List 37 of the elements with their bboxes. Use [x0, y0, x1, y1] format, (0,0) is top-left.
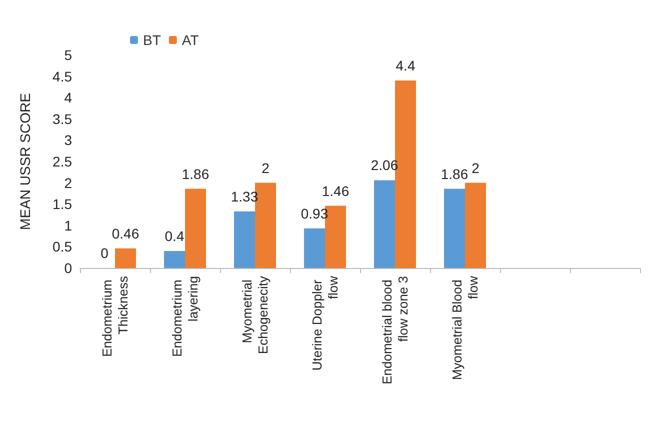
data-label: 0.4	[164, 228, 184, 244]
bar	[374, 180, 395, 268]
bar	[234, 211, 255, 268]
y-tick-label: 1	[64, 217, 72, 234]
y-axis-title: MEAN USSR SCORE	[17, 93, 33, 230]
y-tick-label: 2	[64, 174, 72, 191]
x-tick-label: Endometrial blood flow zone 3	[380, 276, 410, 384]
y-tick-label: 5	[64, 47, 72, 63]
data-label: 0.46	[112, 225, 140, 242]
y-tick-label: 3.5	[52, 110, 72, 127]
bar	[115, 248, 136, 268]
bar	[465, 182, 486, 268]
x-tick-label: Myometrial Echogenecity	[240, 276, 270, 354]
legend-label: AT	[182, 32, 200, 48]
bar	[164, 250, 185, 268]
y-tick-label: 0.5	[52, 238, 72, 255]
x-tick-label: Endometrium layering	[170, 276, 200, 357]
bar	[444, 188, 465, 268]
legend-label: BT	[143, 32, 162, 48]
data-label: 2	[262, 160, 270, 176]
y-tick-label: 3	[64, 132, 72, 148]
x-tick-label: Myometrial Blood flow	[450, 275, 480, 380]
x-tick-label: Endometrium Thickness	[100, 276, 130, 357]
y-tick-label: 0	[64, 260, 72, 276]
y-tick-label: 4.5	[52, 68, 72, 84]
bar	[304, 228, 325, 268]
y-tick-label: 4	[64, 90, 72, 106]
y-tick-label: 2.5	[52, 154, 72, 170]
y-tick-label: 1.5	[52, 196, 72, 212]
x-tick-label: Uterine Doppler flow	[310, 275, 340, 371]
data-label: 1.46	[322, 182, 350, 199]
data-label: 1.86	[440, 166, 468, 182]
data-label: 4.4	[396, 58, 416, 74]
data-label: 2	[472, 160, 480, 176]
data-label: 1.86	[182, 166, 210, 182]
bar	[185, 188, 206, 268]
data-label: 0	[100, 245, 109, 261]
